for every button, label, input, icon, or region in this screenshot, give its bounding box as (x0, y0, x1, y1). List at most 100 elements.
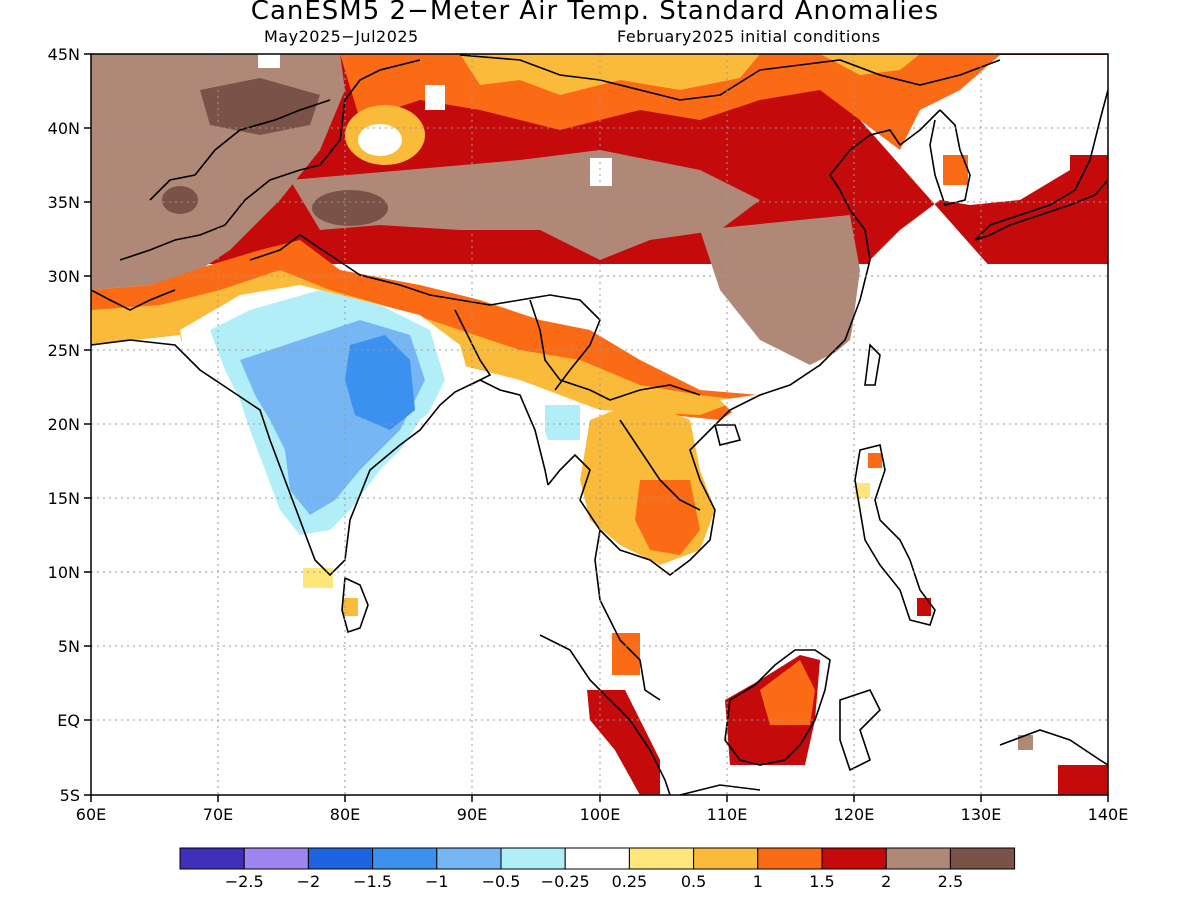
anomaly-region (91, 335, 330, 795)
colorbar-label: −1 (425, 872, 449, 891)
graticule (91, 54, 1108, 795)
anomaly-region (700, 215, 860, 365)
anomaly-region (345, 335, 415, 430)
anomaly-region (460, 54, 760, 95)
colorbar-label: −2.5 (225, 872, 264, 891)
border-myanmar-laos (529, 299, 701, 401)
colorbar-label: −2 (297, 872, 321, 891)
anomaly-region (258, 54, 280, 68)
latitude-labels: 45N 40N 35N 30N 25N 20N 15N 10N 5N EQ 5S (48, 45, 80, 805)
lon-label: 70E (203, 805, 233, 824)
lon-label: 80E (330, 805, 360, 824)
initial-conditions: February2025 initial conditions (617, 27, 881, 46)
anomaly-region (612, 633, 640, 675)
border-himalaya (249, 234, 601, 391)
colorbar-labels: −2.5 −2 −1.5 −1 −0.5 −0.25 0.25 0.5 1 1.5 2 2.5 (225, 872, 963, 891)
colorbar-label: −0.25 (541, 872, 590, 891)
colorbar-swatch (564, 847, 630, 870)
colorbar-swatch (179, 847, 245, 870)
coastline-sulawesi (839, 689, 881, 772)
lat-label: 45N (48, 45, 80, 64)
colorbar-swatch (243, 847, 309, 870)
border-iran-pakistan (91, 289, 176, 311)
coastline-philippines (854, 444, 936, 626)
anomaly-region (855, 483, 870, 498)
colorbar-swatch (628, 847, 695, 870)
longitude-labels: 60E 70E 80E 90E 100E 110E 120E 130E 140E (76, 805, 1129, 824)
colorbar-label: 0.25 (612, 872, 648, 891)
lon-label: 110E (707, 805, 748, 824)
lon-label: 140E (1088, 805, 1129, 824)
anomaly-region (1018, 735, 1033, 750)
lat-label: 5S (60, 786, 80, 805)
anomaly-region (312, 190, 388, 226)
coastline-japan (974, 89, 1108, 241)
coastline-java (679, 784, 761, 795)
coastline-korea (929, 109, 971, 206)
coastline-borneo (724, 649, 831, 766)
lon-label: 130E (961, 805, 1002, 824)
colorbar-swatch (436, 847, 502, 870)
border-afghanistan (149, 99, 331, 201)
coastline-sumatra (539, 634, 671, 795)
coastline-sri-lanka (341, 576, 369, 634)
anomaly-region (590, 158, 612, 186)
lat-label: EQ (57, 711, 80, 730)
colorbar-swatch (693, 847, 759, 870)
anomaly-region (635, 480, 700, 555)
anomaly-region (358, 124, 402, 156)
colorbar-swatch (307, 847, 374, 870)
anomaly-region (545, 405, 580, 440)
anomaly-region (303, 568, 333, 588)
anomaly-field (91, 54, 1108, 795)
map-title: CanESM5 2−Meter Air Temp. Standard Anoma… (250, 0, 940, 26)
anomaly-region (590, 380, 1108, 795)
axis-ticks (84, 53, 1109, 802)
anomaly-region (1058, 765, 1108, 795)
colorbar-label: 1.5 (809, 872, 834, 891)
anomaly-region (868, 453, 882, 468)
anomaly-region (200, 78, 320, 135)
anomaly-region (820, 54, 920, 75)
border-bangladesh (454, 309, 492, 386)
lat-label: 5N (58, 637, 80, 656)
anomaly-region (330, 380, 600, 795)
lat-label: 30N (48, 267, 80, 286)
border-central-asia (119, 59, 421, 261)
colorbar-swatch (757, 847, 823, 870)
lon-label: 100E (580, 805, 621, 824)
colorbar-swatch (372, 847, 438, 870)
coastline-taiwan (864, 343, 881, 386)
coastline-malay-peninsula (547, 453, 661, 701)
anomaly-region (162, 186, 198, 214)
anomaly-region (760, 660, 815, 725)
anomaly-region (780, 55, 1108, 795)
lat-label: 25N (48, 341, 80, 360)
colorbar-swatch (500, 847, 566, 870)
colorbar-label: 2.5 (938, 872, 963, 891)
lat-label: 40N (48, 119, 80, 138)
colorbar-label: 1 (753, 872, 763, 891)
colorbar-label: −1.5 (353, 872, 392, 891)
lon-label: 60E (76, 805, 106, 824)
forecast-period: May2025−Jul2025 (264, 27, 419, 46)
border-thailand-laos (619, 419, 701, 511)
colorbar-label: 2 (881, 872, 891, 891)
coastline-indochina-china (599, 109, 941, 576)
border-mongolia (459, 54, 1001, 101)
coastline-hainan (713, 424, 742, 446)
colorbar-label: −0.5 (482, 872, 521, 891)
coastline-south-asia (91, 339, 549, 577)
lon-label: 120E (834, 805, 875, 824)
lat-label: 15N (48, 489, 80, 508)
anomaly-region (343, 598, 358, 616)
anomaly-region (290, 150, 760, 260)
colorbar-swatch (821, 847, 887, 870)
coastline-new-guinea (999, 729, 1108, 766)
anomaly-region (917, 598, 931, 616)
lat-label: 35N (48, 193, 80, 212)
lon-label: 90E (457, 805, 487, 824)
colorbar (179, 847, 1016, 870)
lat-label: 10N (48, 563, 80, 582)
